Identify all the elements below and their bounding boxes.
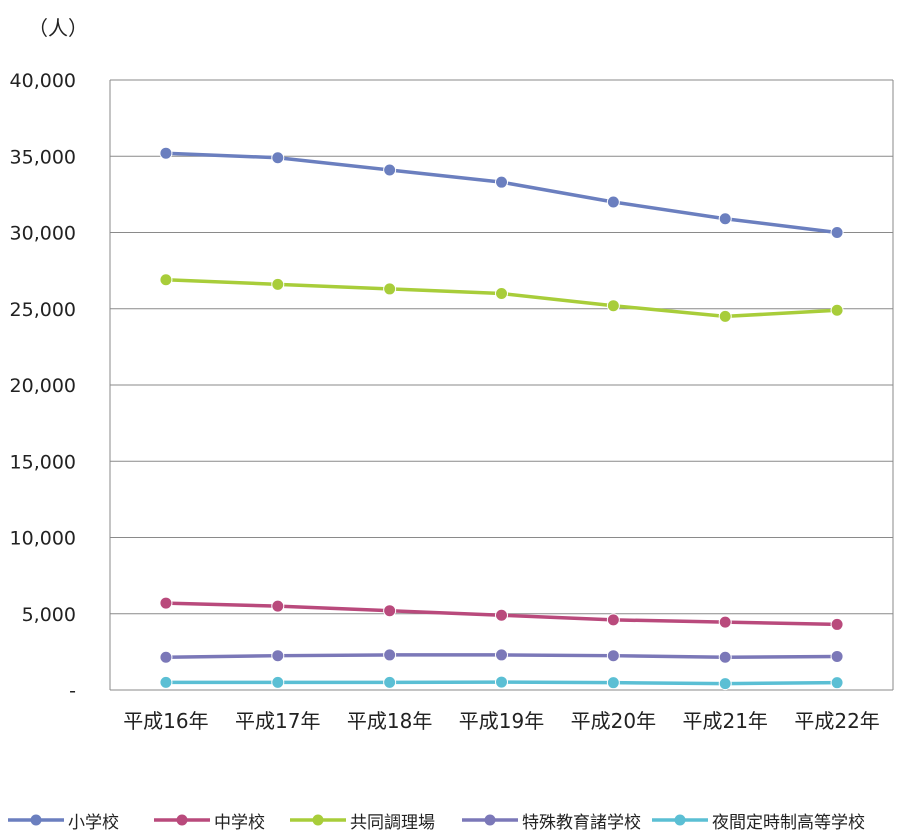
legend-label: 夜間定時制高等学校 [712,812,865,833]
data-point [830,617,844,631]
legend-label: 中学校 [214,812,265,833]
legend-swatch-marker [30,814,42,826]
data-point [271,675,285,689]
grid-lines [109,79,894,691]
y-tick-label: 25,000 [10,299,76,321]
data-point [383,282,397,296]
data-point [718,650,732,664]
series-points [159,146,844,691]
legend-swatch [462,814,518,826]
data-point [159,273,173,287]
y-axis-ticks: - 5,000 10,000 15,000 20,000 25,000 30,000 35,0… [10,70,76,702]
legend-swatch-marker [484,814,496,826]
data-point [606,299,620,313]
data-point [830,676,844,690]
data-point [718,677,732,691]
data-point [606,613,620,627]
y-tick-label: 15,000 [10,451,76,473]
legend-label: 共同調理場 [350,812,435,833]
data-point [271,599,285,613]
legend-label: 特殊教育諸学校 [522,812,641,833]
x-tick-label: 平成22年 [794,709,879,733]
data-point [718,615,732,629]
legend: 小学校 中学校 共同調理場 特殊教育諸学校 夜間定時制高等学校 [0,808,901,833]
legend-swatch [290,814,346,826]
y-tick-label: - [69,680,76,702]
legend-item: 共同調理場 [290,808,435,833]
line-chart: - 5,000 10,000 15,000 20,000 25,000 30,000 35,0… [10,70,894,733]
data-point [718,309,732,323]
data-point [271,277,285,291]
data-point [383,163,397,177]
legend-label: 小学校 [68,812,119,833]
x-tick-label: 平成21年 [682,709,767,733]
data-point [830,226,844,239]
x-tick-label: 平成20年 [571,709,656,733]
data-point [159,596,173,610]
data-point [271,151,285,165]
series-line [165,151,838,235]
y-tick-label: 40,000 [10,70,76,92]
legend-swatch [652,814,708,826]
legend-swatch [8,814,64,826]
y-tick-label: 35,000 [10,146,76,168]
legend-item: 小学校 [8,808,119,833]
data-point [271,649,285,663]
data-point [495,608,508,622]
y-axis-unit-label: （人） [28,16,88,40]
data-point [606,195,620,209]
x-tick-label: 平成17年 [235,709,320,733]
legend-swatch-marker [312,814,324,826]
x-tick-label: 平成18年 [347,709,432,733]
data-point [718,212,732,226]
data-point [495,675,508,689]
y-tick-label: 20,000 [10,375,76,397]
data-point [495,287,508,300]
legend-item: 中学校 [154,808,265,833]
legend-item: 特殊教育諸学校 [462,808,641,833]
legend-swatch [154,814,210,826]
data-point [383,648,397,662]
x-axis-ticks: 平成16年 平成17年 平成18年 平成19年 平成20年 平成21年 平成22年 [123,709,880,733]
legend-item: 夜間定時制高等学校 [652,808,865,833]
x-tick-label: 平成16年 [123,709,208,733]
legend-swatch-marker [176,814,188,826]
data-point [606,649,620,663]
data-point [495,175,508,189]
y-tick-label: 10,000 [10,528,76,550]
data-point [830,303,844,317]
data-point [383,675,397,689]
data-point [159,146,173,160]
data-point [606,676,620,690]
data-point [159,675,173,689]
legend-swatch-marker [674,814,686,826]
y-tick-label: 30,000 [10,223,76,245]
y-tick-label: 5,000 [22,604,76,626]
data-point [159,650,173,664]
data-point [830,649,844,663]
data-point [383,604,397,618]
x-tick-label: 平成19年 [459,709,544,733]
data-point [495,648,508,662]
